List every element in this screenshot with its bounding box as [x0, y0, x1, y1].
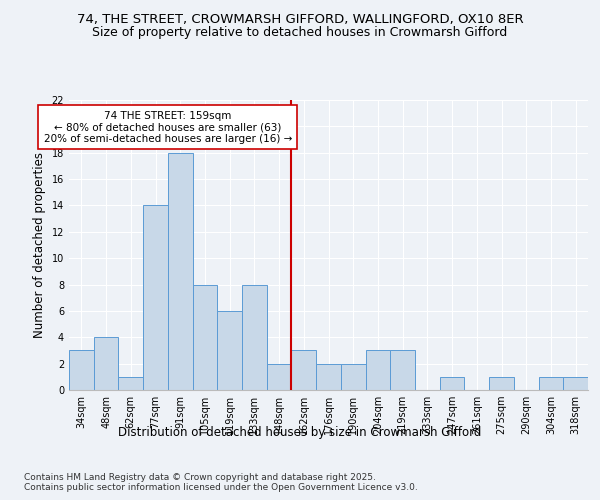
Bar — [193, 284, 217, 390]
Bar — [267, 364, 292, 390]
Bar — [143, 206, 168, 390]
Bar — [563, 377, 588, 390]
Y-axis label: Number of detached properties: Number of detached properties — [33, 152, 46, 338]
Bar — [69, 350, 94, 390]
Bar — [489, 377, 514, 390]
Bar — [118, 377, 143, 390]
Bar — [292, 350, 316, 390]
Text: Distribution of detached houses by size in Crowmarsh Gifford: Distribution of detached houses by size … — [118, 426, 482, 439]
Bar — [440, 377, 464, 390]
Bar — [539, 377, 563, 390]
Text: Size of property relative to detached houses in Crowmarsh Gifford: Size of property relative to detached ho… — [92, 26, 508, 39]
Bar — [242, 284, 267, 390]
Text: 74, THE STREET, CROWMARSH GIFFORD, WALLINGFORD, OX10 8ER: 74, THE STREET, CROWMARSH GIFFORD, WALLI… — [77, 12, 523, 26]
Bar — [168, 152, 193, 390]
Text: 74 THE STREET: 159sqm
← 80% of detached houses are smaller (63)
20% of semi-deta: 74 THE STREET: 159sqm ← 80% of detached … — [44, 110, 292, 144]
Bar — [316, 364, 341, 390]
Bar — [365, 350, 390, 390]
Text: Contains HM Land Registry data © Crown copyright and database right 2025.
Contai: Contains HM Land Registry data © Crown c… — [24, 472, 418, 492]
Bar — [217, 311, 242, 390]
Bar — [390, 350, 415, 390]
Bar — [94, 338, 118, 390]
Bar — [341, 364, 365, 390]
